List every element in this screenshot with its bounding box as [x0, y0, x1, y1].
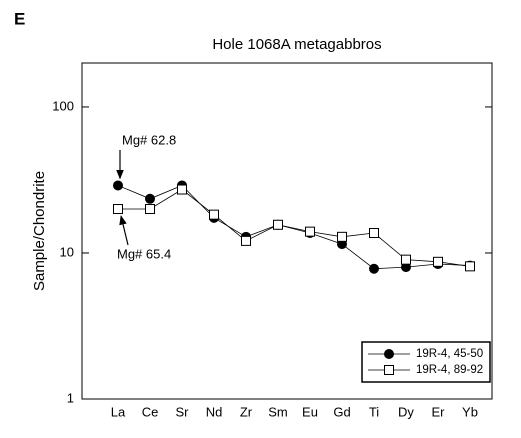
annotation: Mg# 65.4 [117, 246, 171, 261]
legend-label: 19R-4, 45-50 [416, 348, 483, 360]
legend-marker [384, 365, 394, 375]
data-point [401, 254, 411, 265]
data-point [369, 228, 379, 239]
y-tick-label: 1 [67, 390, 74, 405]
x-tick-label: Er [432, 404, 446, 419]
x-tick-label: Ce [142, 404, 159, 419]
y-tick-label: 100 [52, 98, 74, 113]
data-point [273, 219, 283, 230]
data-point [369, 263, 379, 274]
panel-label: E [14, 9, 25, 28]
x-tick-label: Yb [462, 404, 478, 419]
data-point [433, 256, 443, 267]
annotation-arrow [119, 215, 129, 246]
x-tick-label: Gd [333, 404, 350, 419]
legend-box [361, 341, 491, 383]
y-tick-label: 10 [60, 244, 74, 259]
x-tick-label: Zr [240, 404, 253, 419]
y-axis-label: Sample/Chondrite [31, 171, 48, 291]
chart-title: Hole 1068A metagabbros [212, 36, 381, 53]
data-point [241, 235, 251, 246]
annotation: Mg# 62.8 [122, 132, 176, 147]
data-point [465, 261, 475, 272]
series-line [117, 184, 471, 270]
data-point [113, 180, 123, 191]
x-tick-label: Sm [268, 404, 288, 419]
series-line [118, 189, 471, 267]
data-point [177, 184, 187, 195]
data-point [305, 226, 315, 237]
data-point [145, 204, 155, 215]
data-point [209, 209, 219, 220]
legend-marker [384, 349, 394, 359]
x-tick-label: Sr [176, 404, 190, 419]
plot-frame [81, 62, 493, 400]
x-tick-label: Nd [206, 404, 223, 419]
x-tick-label: Ti [369, 404, 379, 419]
x-tick-label: Dy [398, 404, 414, 419]
data-point [113, 204, 123, 215]
x-tick-label: La [111, 404, 126, 419]
x-tick-label: Eu [302, 404, 318, 419]
data-point [337, 231, 347, 242]
legend-label: 19R-4, 89-92 [416, 364, 483, 376]
data-point [145, 193, 155, 204]
